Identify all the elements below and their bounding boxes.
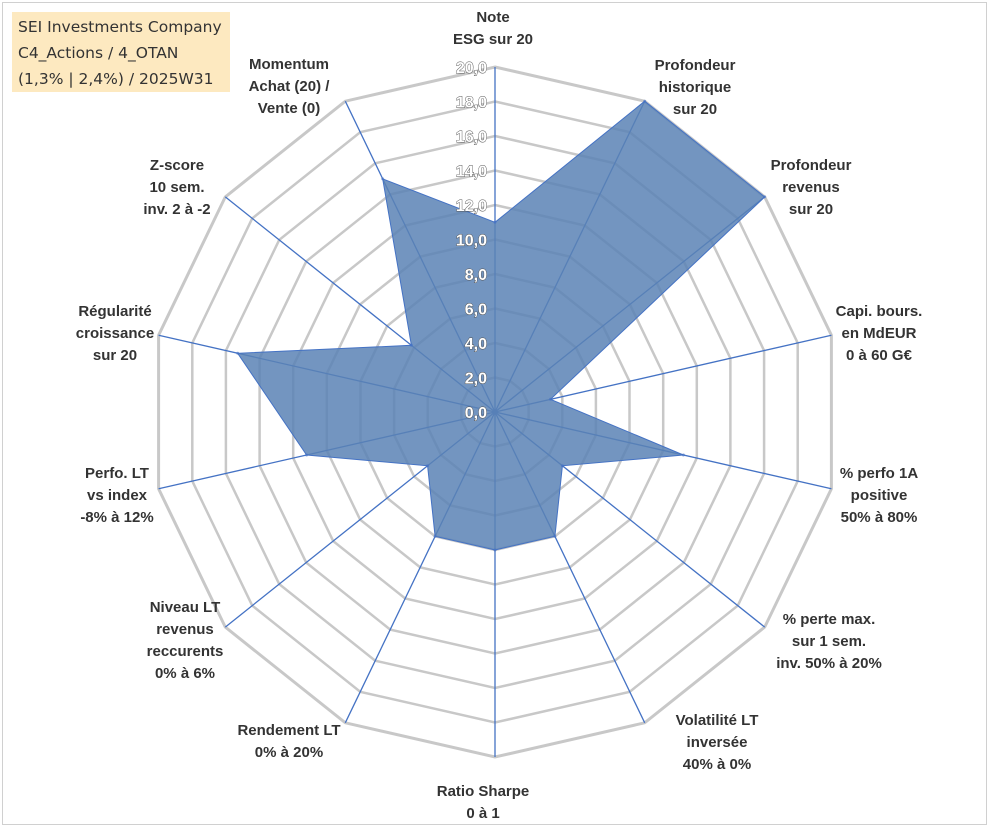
r-tick-label: 12,0 bbox=[456, 198, 487, 215]
axis-label-line: -8% à 12% bbox=[80, 509, 153, 526]
r-tick-label: 10,0 bbox=[456, 233, 487, 250]
axis-label-line: 0% à 6% bbox=[155, 665, 215, 682]
axis-label-line: revenus bbox=[156, 621, 214, 638]
axis-label-line: Perfo. LT bbox=[85, 465, 149, 482]
axis-label-line: 50% à 80% bbox=[841, 509, 918, 526]
axis-label-line: Profondeur bbox=[771, 157, 852, 174]
r-tick-label: 8,0 bbox=[465, 267, 487, 284]
axis-label: Ratio Sharpe 0 à 1 bbox=[437, 783, 530, 822]
axis-label-line: sur 20 bbox=[673, 101, 717, 118]
axis-label-line: sur 20 bbox=[789, 201, 833, 218]
axis-label: % perfo 1A positive 50% à 80% bbox=[840, 465, 919, 526]
axis-label-line: Achat (20) / bbox=[249, 78, 331, 95]
axis-label-line: Momentum bbox=[249, 56, 329, 73]
axis-label: Profondeur historique sur 20 bbox=[655, 57, 736, 118]
axis-label-line: sur 20 bbox=[93, 347, 137, 364]
axis-label: % perte max. sur 1 sem. inv. 50% à 20% bbox=[776, 611, 882, 672]
data-point bbox=[549, 397, 552, 401]
axis-label: Régularité croissance sur 20 bbox=[76, 303, 154, 364]
r-tick-label: 18,0 bbox=[456, 95, 487, 112]
axis-label-line: vs index bbox=[87, 487, 148, 504]
axis-label-line: croissance bbox=[76, 325, 154, 342]
axis-label-line: reccurents bbox=[147, 643, 224, 660]
axis-label-line: Rendement LT bbox=[237, 722, 340, 739]
axis-label-line: sur 1 sem. bbox=[792, 633, 866, 650]
axis-label-line: 0 à 1 bbox=[466, 805, 499, 822]
axis-label-line: en MdEUR bbox=[842, 325, 917, 342]
axis-label-line: % perfo 1A bbox=[840, 465, 919, 482]
data-point bbox=[409, 343, 413, 347]
r-tick-label: 14,0 bbox=[456, 164, 487, 181]
r-tick-label: 4,0 bbox=[465, 336, 487, 353]
axis-label-line: Profondeur bbox=[655, 57, 736, 74]
axis-label-line: inversée bbox=[687, 734, 748, 751]
data-point bbox=[426, 464, 430, 468]
title-line-category: C4_Actions / 4_OTAN bbox=[18, 44, 179, 62]
axis-label-line: 10 sem. bbox=[149, 179, 204, 196]
data-point bbox=[433, 534, 437, 538]
data-point bbox=[643, 99, 647, 103]
axis-label: Profondeur revenus sur 20 bbox=[771, 157, 852, 218]
axis-label-line: 0% à 20% bbox=[255, 744, 323, 761]
title-line-period: (1,3% | 2,4%) / 2025W31 bbox=[18, 70, 214, 88]
r-tick-label: 20,0 bbox=[456, 60, 487, 77]
axis-label-line: inv. 50% à 20% bbox=[776, 655, 882, 672]
data-point bbox=[763, 195, 767, 199]
data-point bbox=[381, 177, 385, 181]
data-point bbox=[493, 220, 497, 224]
axis-label: Volatilité LT inversée 40% à 0% bbox=[676, 712, 759, 773]
axis-label: Niveau LT revenus reccurents 0% à 6% bbox=[147, 599, 224, 682]
axis-label-line: inv. 2 à -2 bbox=[143, 201, 210, 218]
axis-label-line: Ratio Sharpe bbox=[437, 783, 530, 800]
axis-label-line: Niveau LT bbox=[150, 599, 221, 616]
r-tick-label: 16,0 bbox=[456, 129, 487, 146]
r-tick-label: 2,0 bbox=[465, 371, 487, 388]
axis-label-line: positive bbox=[851, 487, 908, 504]
axis-label-line: historique bbox=[659, 79, 732, 96]
axis-label-line: revenus bbox=[782, 179, 840, 196]
data-point bbox=[553, 534, 557, 538]
axis-label-line: Note bbox=[476, 9, 509, 26]
axis-label-line: Vente (0) bbox=[258, 100, 321, 117]
axis-label-line: 40% à 0% bbox=[683, 756, 751, 773]
title-line-company: SEI Investments Company bbox=[18, 18, 222, 36]
axis-label-line: Volatilité LT bbox=[676, 712, 759, 729]
data-point bbox=[681, 453, 685, 457]
axis-label: Capi. bours. en MdEUR 0 à 60 G€ bbox=[836, 303, 923, 364]
data-point bbox=[305, 453, 309, 457]
data-point bbox=[560, 464, 564, 468]
chart-title-box: SEI Investments Company C4_Actions / 4_O… bbox=[12, 12, 230, 92]
axis-label-line: Régularité bbox=[78, 303, 151, 320]
axis-label-line: Z-score bbox=[150, 157, 204, 174]
data-point bbox=[493, 548, 497, 552]
axis-label: Perfo. LT vs index -8% à 12% bbox=[80, 465, 153, 526]
axis-label: Note ESG sur 20 bbox=[453, 9, 533, 48]
r-tick-label: 6,0 bbox=[465, 302, 487, 319]
axis-label: Rendement LT 0% à 20% bbox=[237, 722, 340, 761]
axis-label: Z-score 10 sem. inv. 2 à -2 bbox=[143, 157, 210, 218]
axis-label-line: Capi. bours. bbox=[836, 303, 923, 320]
axis-label-line: ESG sur 20 bbox=[453, 31, 533, 48]
r-tick-label: 0,0 bbox=[465, 405, 487, 422]
axis-label-line: % perte max. bbox=[783, 611, 876, 628]
data-point bbox=[236, 351, 240, 355]
axis-label: Momentum Achat (20) / Vente (0) bbox=[249, 56, 331, 117]
axis-label-line: 0 à 60 G€ bbox=[846, 347, 913, 364]
